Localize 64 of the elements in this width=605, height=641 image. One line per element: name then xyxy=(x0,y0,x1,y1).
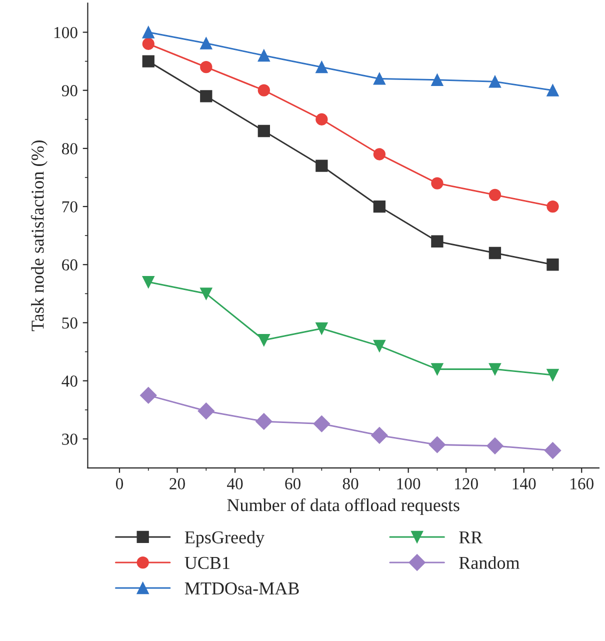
point xyxy=(546,84,559,96)
point xyxy=(373,200,386,213)
x-axis-title: Number of data offload requests xyxy=(227,498,460,515)
x-tick-label: 160 xyxy=(570,478,594,490)
point xyxy=(258,124,270,138)
y-tick-label: 90 xyxy=(62,85,78,96)
y-tick-label: 50 xyxy=(62,317,78,329)
point xyxy=(256,413,272,430)
point xyxy=(431,363,444,376)
point xyxy=(546,258,559,271)
point xyxy=(428,436,446,454)
point xyxy=(142,55,154,68)
point xyxy=(140,386,157,404)
point xyxy=(142,38,154,50)
legend-label: EpsGreedy xyxy=(184,530,265,548)
legend-label: RR xyxy=(459,531,483,544)
point xyxy=(488,188,502,201)
point xyxy=(258,49,270,62)
x-tick-label: 120 xyxy=(455,478,478,490)
y-tick-label: 100 xyxy=(54,26,78,38)
point xyxy=(431,235,444,248)
point xyxy=(258,334,270,346)
y-axis-title: Task node satisfaction (%) xyxy=(30,140,48,332)
point xyxy=(200,61,212,74)
point xyxy=(316,322,328,335)
x-tick-label: 40 xyxy=(227,478,243,490)
x-tick-label: 20 xyxy=(170,478,185,490)
y-tick-label: 40 xyxy=(62,375,78,387)
point xyxy=(488,246,502,260)
x-tick-label: 140 xyxy=(512,478,536,490)
point xyxy=(373,72,386,85)
y-tick-label: 70 xyxy=(62,201,78,212)
legend-label: Random xyxy=(459,556,520,569)
x-tick-label: 80 xyxy=(342,478,358,490)
point xyxy=(373,148,386,160)
point xyxy=(200,90,212,102)
point xyxy=(373,340,386,352)
point xyxy=(546,368,559,382)
point xyxy=(198,402,215,420)
point xyxy=(486,437,504,454)
y-tick-label: 60 xyxy=(62,259,78,271)
point xyxy=(431,177,444,190)
point xyxy=(488,76,502,88)
point xyxy=(316,160,328,172)
point xyxy=(431,74,444,86)
y-tick-label: 30 xyxy=(62,434,78,445)
point xyxy=(316,113,328,126)
point xyxy=(142,276,154,288)
point xyxy=(371,427,388,444)
point xyxy=(200,37,212,50)
point xyxy=(546,200,559,213)
x-tick-label: 0 xyxy=(116,478,124,490)
legend-label: MTDOsa-MAB xyxy=(184,582,299,595)
point xyxy=(142,26,154,38)
point xyxy=(258,84,270,96)
legend-label: UCB1 xyxy=(184,556,230,570)
point xyxy=(313,415,330,432)
point xyxy=(200,288,212,300)
y-tick-label: 80 xyxy=(62,143,78,154)
point xyxy=(316,61,328,74)
x-tick-label: 60 xyxy=(285,478,300,490)
point xyxy=(488,363,502,376)
point xyxy=(544,442,562,459)
x-tick-label: 100 xyxy=(397,478,420,490)
